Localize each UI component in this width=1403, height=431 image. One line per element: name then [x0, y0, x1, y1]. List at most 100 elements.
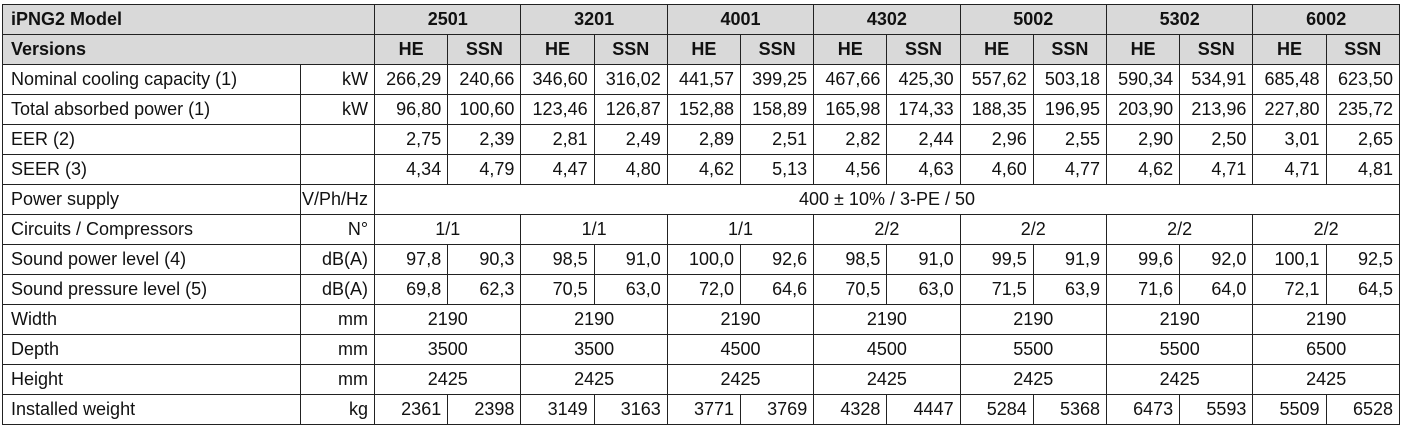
- model-name: 5002: [959, 4, 1107, 35]
- all-models-value-cell: 400 ± 10% / 3-PE / 50: [374, 184, 1400, 215]
- value-cell: 534,91: [1179, 64, 1254, 95]
- value-cell: 4,60: [959, 154, 1034, 185]
- model-value-cell: 2/2: [959, 214, 1107, 245]
- model-name: 5302: [1105, 4, 1254, 35]
- value-cell: 441,57: [666, 64, 742, 95]
- value-cell: 174,33: [886, 94, 961, 125]
- model-value-cell: 2190: [1252, 304, 1400, 335]
- value-cell: 4,47: [520, 154, 595, 185]
- model-header-label: iPNG2 Model: [1, 4, 376, 35]
- value-cell: 2,65: [1325, 124, 1401, 155]
- row-label: Sound power level (4): [2, 244, 301, 275]
- model-name: 3201: [520, 4, 668, 35]
- value-cell: 2,89: [666, 124, 742, 155]
- value-cell: 188,35: [959, 94, 1034, 125]
- row-unit: dB(A): [299, 274, 376, 305]
- value-cell: 346,60: [520, 64, 595, 95]
- row-label: SEER (3): [2, 154, 301, 185]
- value-cell: 72,1: [1252, 274, 1327, 305]
- model-value-cell: 1/1: [666, 214, 815, 245]
- row-label: Depth: [2, 334, 301, 365]
- value-cell: 63,0: [886, 274, 961, 305]
- model-value-cell: 2190: [666, 304, 815, 335]
- row-label: Installed weight: [2, 394, 301, 425]
- value-cell: 2,44: [886, 124, 961, 155]
- version-name: HE: [666, 34, 742, 65]
- value-cell: 4,62: [666, 154, 742, 185]
- model-value-cell: 1/1: [374, 214, 522, 245]
- value-cell: 91,0: [593, 244, 668, 275]
- value-cell: 4,71: [1252, 154, 1327, 185]
- row-label: Total absorbed power (1): [2, 94, 301, 125]
- model-value-cell: 3500: [374, 334, 522, 365]
- value-cell: 63,0: [593, 274, 668, 305]
- row-unit: kW: [299, 94, 376, 125]
- version-name: SSN: [1179, 34, 1254, 65]
- table-row: Sound pressure level (5) dB(A) 69,8 62,3 70,…: [2, 274, 1401, 305]
- value-cell: 467,66: [813, 64, 888, 95]
- value-cell: 240,66: [447, 64, 522, 95]
- value-cell: 4447: [886, 394, 961, 425]
- value-cell: 4,62: [1105, 154, 1181, 185]
- value-cell: 62,3: [447, 274, 522, 305]
- value-cell: 399,25: [739, 64, 815, 95]
- value-cell: 4,77: [1032, 154, 1107, 185]
- row-label: Power supply: [2, 184, 301, 215]
- table-row: Height mm 2425 2425 2425 2425 2425 2425 2425: [2, 364, 1400, 395]
- value-cell: 4,34: [374, 154, 449, 185]
- value-cell: 2361: [374, 394, 449, 425]
- model-value-cell: 5500: [959, 334, 1107, 365]
- value-cell: 70,5: [520, 274, 595, 305]
- row-label: Circuits / Compressors: [2, 214, 301, 245]
- value-cell: 3771: [666, 394, 742, 425]
- value-cell: 2,75: [374, 124, 449, 155]
- row-label: Sound pressure level (5): [2, 274, 301, 305]
- table-row: Depth mm 3500 3500 4500 4500 5500 5500 6500: [2, 334, 1400, 365]
- value-cell: 623,50: [1325, 64, 1401, 95]
- value-cell: 2,96: [959, 124, 1034, 155]
- value-cell: 425,30: [886, 64, 961, 95]
- version-name: SSN: [1325, 34, 1401, 65]
- value-cell: 6528: [1325, 394, 1401, 425]
- value-cell: 4,71: [1179, 154, 1254, 185]
- value-cell: 2,55: [1032, 124, 1107, 155]
- model-value-cell: 4500: [666, 334, 815, 365]
- model-value-cell: 3500: [520, 334, 668, 365]
- versions-header-label: Versions: [1, 34, 376, 65]
- value-cell: 92,6: [739, 244, 815, 275]
- model-value-cell: 2425: [1252, 364, 1400, 395]
- row-unit: N°: [299, 214, 376, 245]
- table-row: Installed weight kg 2361 2398 3149 3163 3771 37…: [2, 394, 1401, 425]
- value-cell: 97,8: [374, 244, 449, 275]
- version-name: SSN: [886, 34, 961, 65]
- version-name: SSN: [1032, 34, 1107, 65]
- value-cell: 235,72: [1325, 94, 1401, 125]
- value-cell: 96,80: [374, 94, 449, 125]
- model-value-cell: 2425: [959, 364, 1107, 395]
- value-cell: 3163: [593, 394, 668, 425]
- value-cell: 98,5: [520, 244, 595, 275]
- model-header-row: iPNG2 Model 2501 3201 4001 4302 5002 530…: [1, 4, 1400, 35]
- table-row: Circuits / Compressors N° 1/1 1/1 1/1 2/2 2/2 2…: [2, 214, 1400, 245]
- table-row: Sound power level (4) dB(A) 97,8 90,3 98,5 91…: [2, 244, 1401, 275]
- specifications-table-body: iPNG2 Model 2501 3201 4001 4302 5002 530…: [1, 4, 1401, 425]
- model-name: 4001: [666, 4, 815, 35]
- model-value-cell: 2190: [813, 304, 961, 335]
- version-name: SSN: [447, 34, 522, 65]
- value-cell: 2398: [447, 394, 522, 425]
- model-value-cell: 2/2: [1252, 214, 1400, 245]
- model-value-cell: 2425: [813, 364, 961, 395]
- value-cell: 503,18: [1032, 64, 1107, 95]
- value-cell: 2,50: [1179, 124, 1254, 155]
- version-name: HE: [1252, 34, 1327, 65]
- value-cell: 227,80: [1252, 94, 1327, 125]
- row-unit: mm: [299, 304, 376, 335]
- value-cell: 2,81: [520, 124, 595, 155]
- value-cell: 165,98: [813, 94, 888, 125]
- row-label: Nominal cooling capacity (1): [2, 64, 301, 95]
- versions-header-row: Versions HE SSN HE SSN HE SSN HE SSN HE …: [1, 34, 1401, 65]
- table-row: EER (2) 2,75 2,39 2,81 2,49 2,89 2,51 2,82 2,44 2…: [2, 124, 1401, 155]
- row-label: EER (2): [2, 124, 301, 155]
- row-unit: [299, 154, 376, 185]
- model-value-cell: 2190: [959, 304, 1107, 335]
